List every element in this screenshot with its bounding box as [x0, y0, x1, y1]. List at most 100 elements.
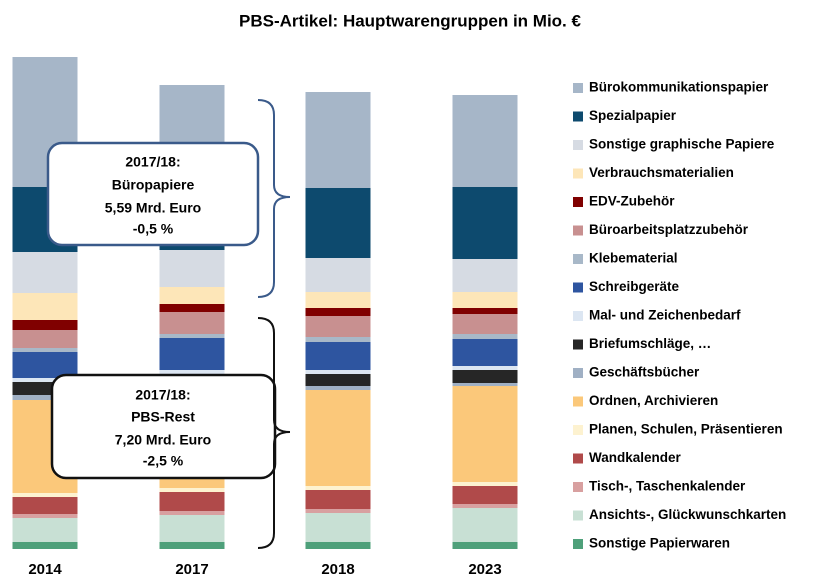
bar-segment: [12, 293, 78, 320]
legend-swatch: [573, 453, 583, 464]
bar-segment: [452, 308, 518, 314]
bar-segment: [452, 314, 518, 334]
legend-swatch: [573, 197, 583, 207]
bar-segment: [305, 370, 371, 374]
bar-segment: [305, 490, 371, 509]
x-tick-label: 2014: [28, 561, 62, 578]
annotations: 2017/18: Büropapiere 5,59 Mrd. Euro -0,5 % 2…: [105, 154, 211, 469]
bar-segment: [12, 542, 78, 549]
annotation: -0,5 %: [133, 221, 174, 237]
bar-segment: [12, 395, 78, 400]
bar-segment: [305, 386, 371, 390]
legend-label: Sonstige Papierwaren: [589, 536, 730, 551]
legend-label: Schreibgeräte: [589, 279, 680, 294]
bar-segment: [159, 312, 225, 334]
x-tick-label: 2018: [321, 561, 354, 578]
bar-segment: [305, 342, 371, 370]
legend-swatch: [573, 83, 583, 93]
legend-swatch: [573, 254, 583, 264]
annotation: -2,5 %: [143, 453, 184, 469]
bar-segment: [159, 287, 225, 304]
legend-swatch: [573, 539, 583, 549]
bar-segment: [452, 486, 518, 504]
bar-segment: [159, 334, 225, 338]
annotation: 2017/18:: [135, 387, 190, 403]
bar-segment: [159, 492, 225, 511]
bar-segment: [12, 378, 78, 382]
bar-segment: [452, 366, 518, 370]
legend-swatch: [573, 111, 583, 122]
bar-segment: [452, 292, 518, 308]
bar-segment: [305, 374, 371, 386]
bar-segment: [452, 334, 518, 339]
bar-segment: [305, 542, 371, 549]
legend-label: Ordnen, Archivieren: [589, 393, 718, 408]
legend-swatch: [573, 482, 583, 492]
legend-label: EDV-Zubehör: [589, 194, 675, 209]
legend-label: Geschäftsbücher: [589, 365, 700, 380]
bar-segment: [305, 337, 371, 342]
bar-segment: [305, 92, 371, 188]
bar-segment: [305, 390, 371, 486]
legend-swatch: [573, 339, 583, 350]
annotation: 2017/18:: [125, 154, 180, 170]
annotation: 5,59 Mrd. Euro: [105, 200, 201, 216]
legend-label: Planen, Schulen, Präsentieren: [589, 422, 783, 437]
bracket: [257, 99, 291, 298]
legend-label: Klebematerial: [589, 251, 678, 266]
chart-title: PBS-Artikel: Hauptwarengruppen in Mio. €: [239, 11, 581, 30]
bar-segment: [159, 250, 225, 287]
bar-segment: [12, 493, 78, 497]
bar-segment: [159, 488, 225, 492]
bar-segment: [452, 386, 518, 482]
bar-segment: [305, 308, 371, 316]
bar-segment: [452, 542, 518, 549]
annotation: Büropapiere: [112, 177, 195, 193]
callout-box: [46, 141, 260, 247]
legend-label: Wandkalender: [589, 450, 682, 465]
legend-label: Sonstige graphische Papiere: [589, 137, 775, 152]
legend-label: Tisch-, Taschenkalender: [589, 479, 746, 494]
bar-segment: [305, 509, 371, 513]
bar-segment: [12, 497, 78, 514]
legend-swatch: [573, 368, 583, 378]
legend-swatch: [573, 311, 583, 321]
bar-segment: [12, 352, 78, 378]
bar-segment: [159, 511, 225, 515]
bar-segment: [305, 292, 371, 308]
legend-label: Büroarbeitsplatzzubehör: [589, 222, 749, 237]
bar-segment: [12, 330, 78, 348]
legend-swatch: [573, 168, 583, 179]
bar-segment: [12, 348, 78, 352]
legend-label: Ansichts-, Glückwunschkarten: [589, 507, 786, 522]
legend-swatch: [573, 225, 583, 236]
legend-swatch: [573, 425, 583, 435]
bar-segment: [452, 482, 518, 486]
legend-label: Verbrauchsmaterialien: [589, 165, 734, 180]
legend-swatch: [573, 140, 583, 150]
bar-segment: [452, 187, 518, 259]
bar-segment: [305, 513, 371, 542]
bar-segment: [12, 514, 78, 518]
bar-segment: [452, 339, 518, 366]
bar-segment: [159, 542, 225, 549]
bar-segment: [452, 95, 518, 187]
bar-segment: [452, 504, 518, 508]
bar-segment: [159, 515, 225, 542]
bar-segment: [305, 486, 371, 490]
bar-segment: [12, 252, 78, 293]
legend-swatch: [573, 396, 583, 407]
legend-label: Briefumschläge, …: [589, 336, 711, 351]
bar-segment: [452, 370, 518, 383]
bar-segment: [305, 188, 371, 258]
bracket: [257, 317, 291, 549]
annotation: 7,20 Mrd. Euro: [115, 432, 211, 448]
bar-segment: [452, 508, 518, 542]
bar-segment: [305, 258, 371, 292]
bar-segment: [12, 320, 78, 330]
bar-segment: [159, 304, 225, 312]
bar-segment: [452, 383, 518, 386]
legend-label: Bürokommunikationspapier: [589, 80, 769, 95]
x-tick-label: 2023: [468, 561, 501, 578]
